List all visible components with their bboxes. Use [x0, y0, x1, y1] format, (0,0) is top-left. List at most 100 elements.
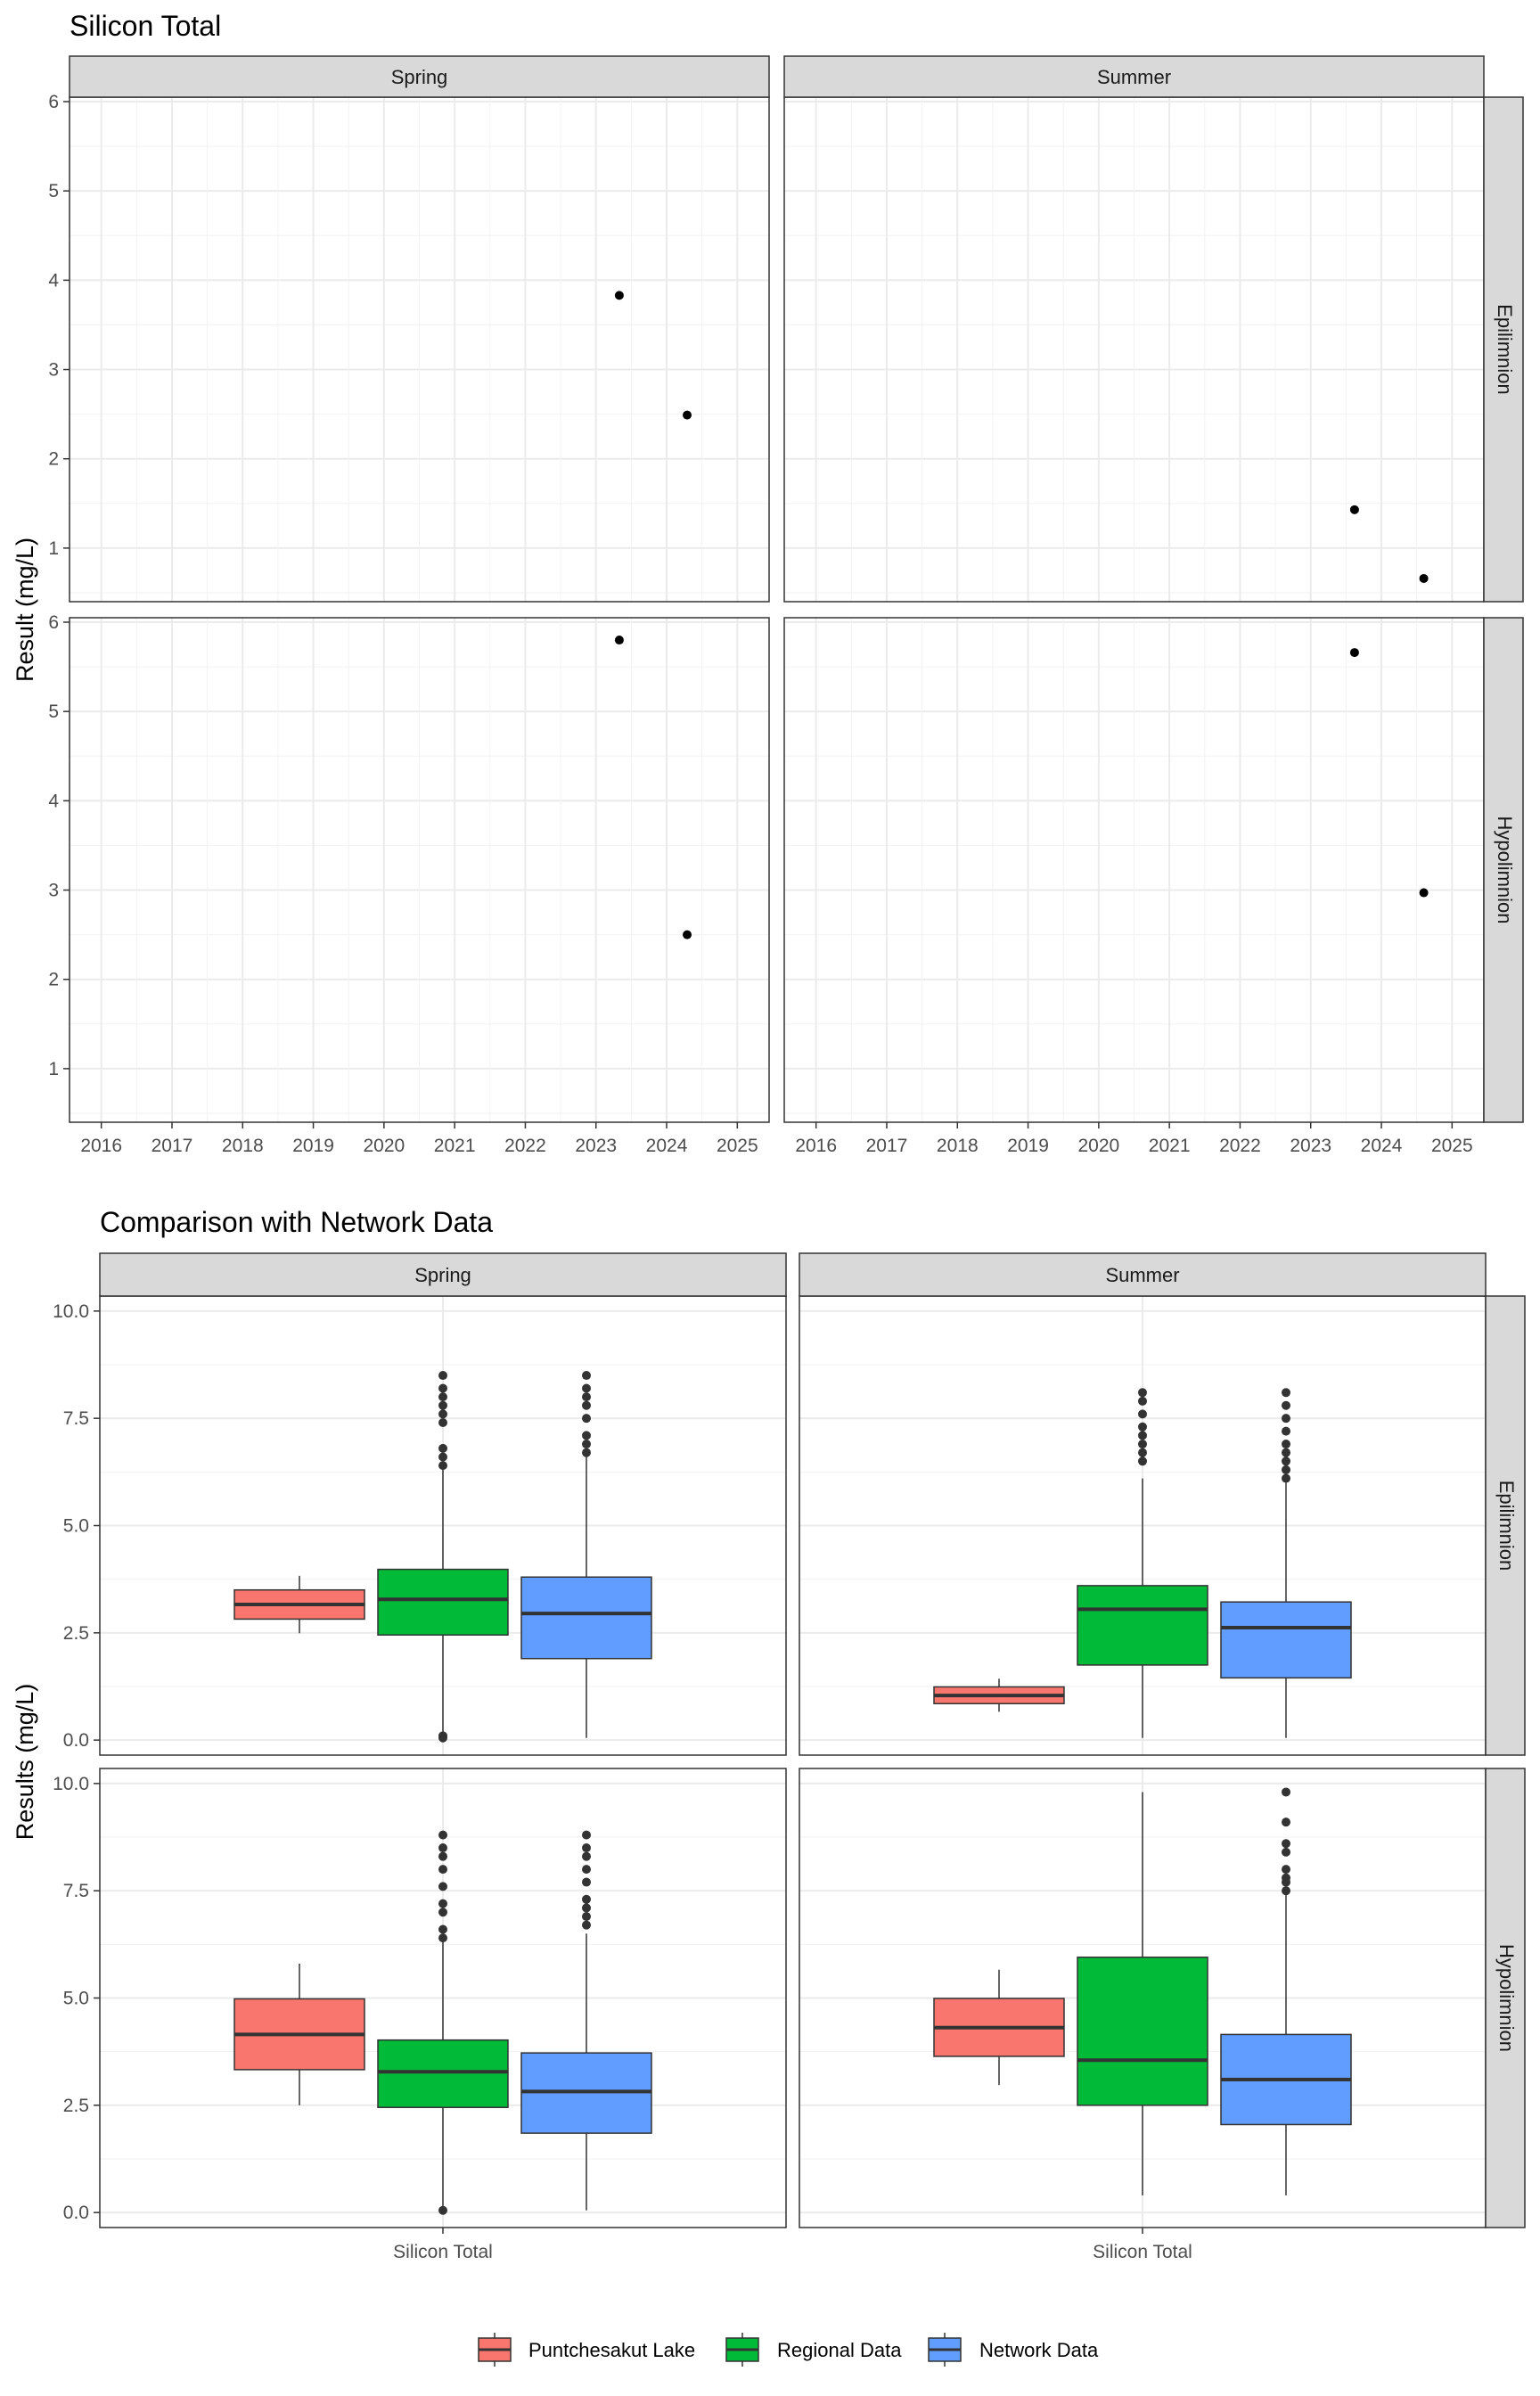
outlier-point	[1282, 1448, 1290, 1457]
x-tick-label: Silicon Total	[1093, 2242, 1192, 2262]
outlier-point	[438, 1843, 447, 1853]
outlier-point	[582, 1865, 591, 1875]
outlier-point	[1138, 1431, 1147, 1440]
facet-summer-strip	[783, 55, 1485, 98]
legend-item-regional-data: Regional Data	[725, 2333, 902, 2367]
y-tick-label: 6	[48, 92, 59, 112]
x-tick-label: 2023	[575, 1136, 617, 1156]
box-puntchesakut-lake	[233, 1963, 365, 2105]
facet-hypolimnion-strip	[1485, 1768, 1526, 2228]
outlier-point	[438, 1461, 447, 1471]
legend-item-puntchesakut-lake: Puntchesakut Lake	[478, 2333, 695, 2367]
y-tick-label: 3	[48, 360, 59, 381]
x-tick-label: 2020	[363, 1136, 405, 1156]
box-regional-data	[1077, 1792, 1208, 2195]
chart-title: Silicon Total	[70, 10, 221, 42]
outlier-point	[438, 1392, 447, 1402]
box-regional-data	[377, 1371, 509, 1743]
outlier-point	[1138, 1388, 1147, 1398]
outlier-point	[438, 1400, 447, 1410]
chart-title: Comparison with Network Data	[100, 1206, 493, 1238]
outlier-point	[438, 1443, 447, 1453]
x-tick-label: 2024	[646, 1136, 688, 1156]
x-tick-label: 2018	[222, 1136, 264, 1156]
outlier-point	[582, 1877, 591, 1887]
y-tick-label: 5	[48, 702, 59, 722]
outlier-point	[1282, 1873, 1290, 1883]
y-tick-label: 7.5	[63, 1881, 89, 1901]
outlier-point	[582, 1920, 591, 1930]
outlier-point	[1282, 1465, 1290, 1474]
data-point	[1419, 573, 1429, 583]
box-network-data	[520, 1371, 652, 1738]
y-axis-title: Results (mg/L)	[12, 1684, 38, 1841]
x-tick-label: 2023	[1290, 1136, 1331, 1156]
y-tick-label: 2.5	[63, 2096, 89, 2116]
x-tick-label: 2019	[292, 1136, 334, 1156]
facet-epilimnion-strip	[1485, 1295, 1526, 1756]
outlier-point	[1282, 1400, 1290, 1410]
data-point	[1349, 648, 1359, 658]
outlier-point	[1282, 1818, 1290, 1827]
y-tick-label: 2	[48, 449, 59, 470]
legend-label: Network Data	[979, 2339, 1099, 2361]
data-point	[614, 636, 624, 645]
x-tick-label: 2021	[1149, 1136, 1191, 1156]
outlier-point	[438, 2205, 447, 2215]
legend-item-network-data: Network Data	[928, 2333, 1099, 2367]
y-tick-label: 1	[48, 538, 59, 559]
outlier-point	[1138, 1409, 1147, 1419]
outlier-point	[438, 1383, 447, 1393]
box-iqr	[520, 1576, 652, 1660]
y-tick-label: 1	[48, 1059, 59, 1079]
box-regional-data	[377, 1830, 509, 2215]
x-tick-label: 2016	[795, 1136, 837, 1156]
facet-hypolimnion-label: Hypolimnion	[1494, 816, 1516, 923]
outlier-point	[582, 1903, 591, 1913]
box-network-data	[1220, 1787, 1352, 2195]
outlier-point	[1282, 1787, 1290, 1797]
x-tick-label: 2020	[1077, 1136, 1119, 1156]
outlier-point	[438, 1924, 447, 1934]
outlier-point	[582, 1912, 591, 1922]
outlier-point	[1138, 1456, 1147, 1466]
x-tick-label: Silicon Total	[393, 2242, 493, 2262]
facet-spring-strip	[69, 55, 770, 98]
outlier-point	[438, 1908, 447, 1917]
data-point	[683, 930, 692, 940]
outlier-point	[438, 1371, 447, 1381]
x-tick-label: 2019	[1007, 1136, 1049, 1156]
x-tick-label: 2016	[80, 1136, 122, 1156]
facet-spring-label: Spring	[414, 1264, 471, 1286]
facet-spring-label: Spring	[391, 66, 448, 88]
outlier-point	[438, 1417, 447, 1427]
outlier-point	[1138, 1448, 1147, 1457]
box-puntchesakut-lake	[933, 1969, 1065, 2086]
box-puntchesakut-lake	[233, 1575, 365, 1634]
data-point	[1349, 505, 1359, 514]
outlier-point	[582, 1830, 591, 1840]
box-regional-data	[1077, 1388, 1208, 1738]
outlier-point	[582, 1383, 591, 1393]
box-puntchesakut-lake	[933, 1678, 1065, 1712]
outlier-point	[582, 1414, 591, 1424]
data-point	[683, 410, 692, 420]
facet-summer-strip	[799, 1252, 1487, 1297]
outlier-point	[1282, 1456, 1290, 1466]
outlier-point	[1138, 1440, 1147, 1449]
outlier-point	[1138, 1396, 1147, 1406]
y-tick-label: 4	[48, 791, 59, 811]
box-iqr	[377, 2039, 509, 2108]
outlier-point	[438, 1882, 447, 1891]
outlier-point	[582, 1371, 591, 1381]
facet-hypolimnion-strip	[1483, 617, 1524, 1123]
y-tick-label: 7.5	[63, 1408, 89, 1429]
x-tick-label: 2017	[866, 1136, 908, 1156]
y-tick-label: 5.0	[63, 1516, 89, 1537]
outlier-point	[438, 1933, 447, 1943]
outlier-point	[582, 1851, 591, 1861]
box-iqr	[1077, 1585, 1208, 1666]
outlier-point	[438, 1731, 447, 1741]
outlier-point	[1138, 1422, 1147, 1432]
x-tick-label: 2024	[1361, 1136, 1403, 1156]
